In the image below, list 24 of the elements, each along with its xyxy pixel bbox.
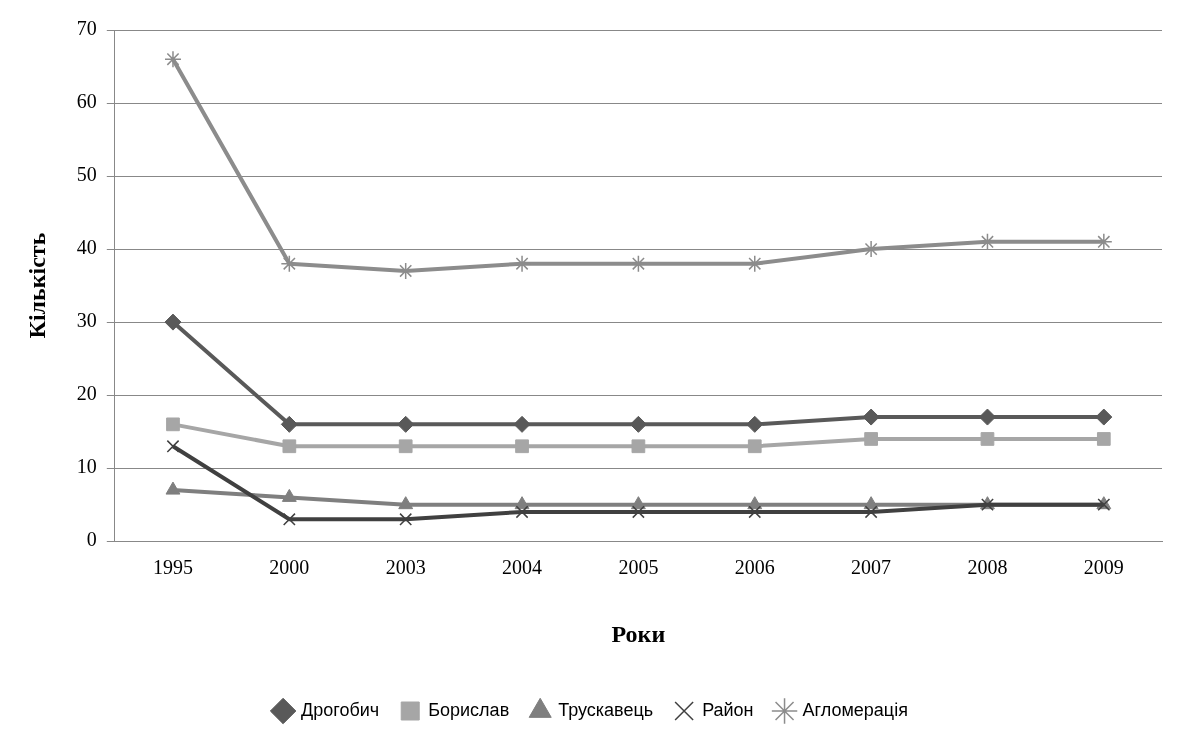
legend-label: Агломерація: [802, 699, 908, 720]
legend-label: Район: [702, 699, 754, 720]
x-tick-label: 2009: [1083, 556, 1124, 579]
y-tick-label: 10: [76, 455, 97, 478]
y-tick-label: 70: [76, 17, 97, 40]
y-tick-label: 50: [76, 163, 97, 186]
x-tick-label: 2000: [269, 556, 310, 579]
legend-label: Дрогобич: [301, 699, 380, 720]
y-tick-label: 20: [76, 382, 97, 405]
y-tick-label: 60: [76, 90, 97, 113]
y-tick-label: 40: [76, 236, 97, 259]
x-tick-label: 2006: [734, 556, 775, 579]
y-tick-label: 0: [86, 528, 97, 551]
x-tick-label: 1995: [152, 556, 193, 579]
legend-label: Трускавець: [558, 699, 654, 720]
legend-label: Борислав: [428, 699, 510, 720]
x-tick-label: 2005: [618, 556, 659, 579]
x-tick-label: 2008: [967, 556, 1008, 579]
y-tick-label: 30: [76, 309, 97, 332]
x-tick-label: 2003: [385, 556, 426, 579]
x-axis-title: Роки: [611, 620, 666, 647]
x-tick-label: 2004: [502, 556, 543, 579]
y-axis-title: Кількість: [23, 232, 50, 339]
x-tick-label: 2007: [851, 556, 892, 579]
